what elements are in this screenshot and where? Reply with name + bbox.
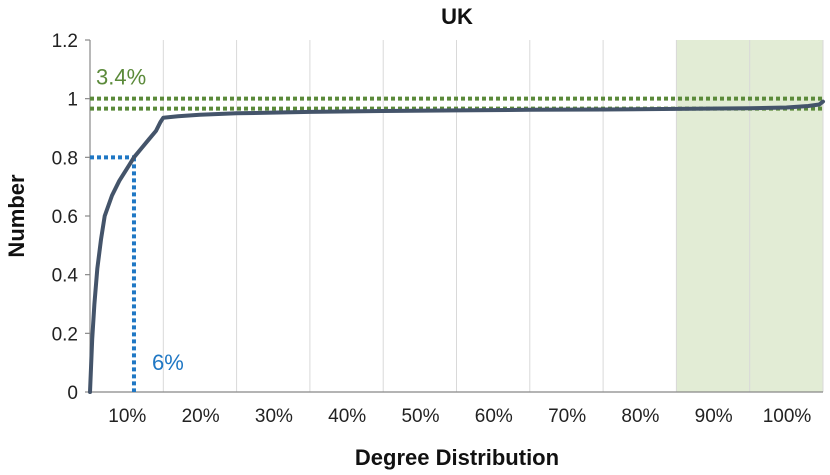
- x-tick-label: 10%: [108, 406, 146, 427]
- y-tick-label: 0.2: [52, 324, 78, 345]
- x-tick-label: 90%: [695, 406, 733, 427]
- x-tick-label: 60%: [475, 406, 513, 427]
- x-tick-labels: 10% 20% 30% 40% 50% 60% 70% 80% 90% 100%: [108, 406, 811, 427]
- y-tick-label: 1.2: [52, 31, 78, 52]
- chart-title: UK: [441, 4, 473, 29]
- x-tick-label: 70%: [548, 406, 586, 427]
- x-tick-label: 100%: [763, 406, 812, 427]
- y-tick-label: 0: [67, 383, 78, 404]
- green-annotation-label: 3.4%: [96, 65, 146, 90]
- y-tick-label: 0.4: [52, 266, 79, 287]
- x-tick-label: 30%: [255, 406, 293, 427]
- y-tick-label: 1: [67, 90, 78, 111]
- y-tick-label: 0.8: [52, 148, 78, 169]
- x-tick-label: 50%: [401, 406, 439, 427]
- y-tick-labels: 0 0.2 0.4 0.6 0.8 1 1.2: [52, 31, 79, 404]
- x-tick-label: 40%: [328, 406, 366, 427]
- y-tick-label: 0.6: [52, 207, 78, 228]
- x-tick-label: 20%: [182, 406, 220, 427]
- y-axis-title: Number: [4, 174, 29, 258]
- x-axis-title: Degree Distribution: [355, 445, 559, 470]
- series-line: [88, 99, 825, 394]
- blue-annotation-label: 6%: [152, 350, 184, 375]
- x-tick-label: 80%: [621, 406, 659, 427]
